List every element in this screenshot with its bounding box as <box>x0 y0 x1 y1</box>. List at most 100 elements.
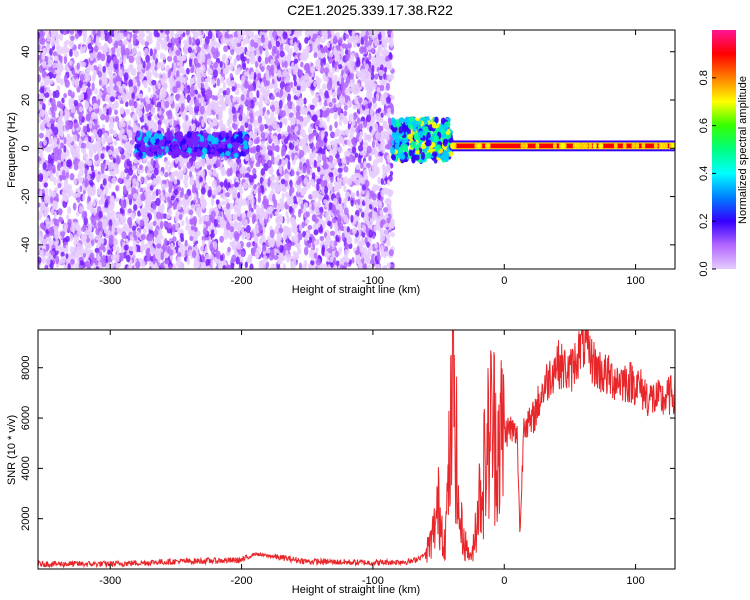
spectrogram-cell <box>215 265 219 269</box>
spectrogram-cell <box>285 74 291 84</box>
spectrogram-cell <box>291 105 296 113</box>
spectrogram-cell <box>333 35 338 45</box>
spectrogram-cell <box>327 70 332 79</box>
spectrogram-cell <box>345 75 351 84</box>
spectrogram-cell <box>74 32 80 39</box>
spectrogram-cell <box>102 254 107 261</box>
spectrogram-cell <box>376 86 381 93</box>
spectrogram-cell <box>263 112 269 121</box>
spectrogram-cell <box>142 227 147 234</box>
spectrogram-cell <box>374 38 380 47</box>
spectrogram-cell <box>255 144 261 153</box>
spectrogram-cell <box>124 168 129 174</box>
spectrogram-cell <box>169 118 173 126</box>
spectrogram-cell <box>89 252 95 259</box>
spectrogram-cell <box>64 39 70 46</box>
spectrogram-cell <box>51 111 56 118</box>
spectrogram-cell <box>332 90 337 98</box>
spectrogram-cell <box>378 201 383 209</box>
spectrogram-cell <box>359 161 364 169</box>
spectrogram-cell <box>365 72 372 80</box>
spectrogram-cell <box>201 169 205 179</box>
spectrogram-cell <box>148 31 153 41</box>
spectrogram-cell <box>287 93 291 103</box>
spectrogram-cell <box>269 82 274 90</box>
spectrogram-cell <box>282 231 288 240</box>
spectrogram-cell <box>159 52 164 60</box>
spectrogram-cell <box>252 167 257 176</box>
spectrogram-cell <box>390 231 395 238</box>
spectrogram-cell <box>368 155 372 162</box>
spectrogram-cell <box>368 52 372 61</box>
spectrogram-cell <box>60 46 66 54</box>
spectrogram-cell <box>55 170 59 178</box>
spectrogram-cell <box>87 242 92 249</box>
spectrogram-cell <box>38 202 41 208</box>
spectrogram-cell <box>127 217 133 226</box>
spectrogram-cell <box>386 74 392 82</box>
spectrogram-cell <box>345 128 350 135</box>
spectrogram-cell <box>381 163 386 171</box>
spectrogram-cell <box>88 64 92 71</box>
spectrogram-cell <box>335 192 341 200</box>
spectrogram-cell <box>350 192 356 198</box>
spectrogram-cell <box>322 73 327 82</box>
spectrogram-cell <box>262 30 268 33</box>
spectrogram-cell <box>169 76 175 86</box>
spectrogram-cell <box>309 178 315 185</box>
spectrogram-cell <box>389 170 394 177</box>
spectrogram-cell <box>166 222 172 230</box>
spectrogram-cell <box>236 83 241 89</box>
spectrogram-cell <box>230 262 235 269</box>
spectrogram-cell <box>344 33 349 39</box>
spectrogram-cell <box>140 176 145 183</box>
spectrogram-cell <box>140 97 144 103</box>
spectrogram-cell <box>172 85 178 94</box>
spectrogram-cell <box>193 192 197 201</box>
spectrogram-cell <box>134 30 139 34</box>
spectrogram-cell <box>301 84 307 90</box>
spectrogram-cell <box>97 261 102 268</box>
spectrogram-cell <box>271 71 275 77</box>
spectrogram-cell <box>374 166 380 172</box>
spectrogram-cell <box>286 100 293 109</box>
spectrogram-cell <box>382 120 388 129</box>
spectrogram-cell <box>133 204 138 211</box>
spectrogram-cell <box>379 233 386 242</box>
spectrogram-cell <box>96 146 102 155</box>
spectrogram-cell <box>371 55 376 63</box>
spectrogram-cell <box>327 30 331 36</box>
spectrogram-cell <box>94 87 99 95</box>
spectrogram-cell <box>160 61 165 71</box>
spectrogram-cell <box>252 119 258 127</box>
spectrogram-cell <box>225 198 230 204</box>
spectrogram-cell <box>379 209 384 216</box>
spectrogram-cell <box>185 199 190 207</box>
spectrogram-cell <box>143 176 148 185</box>
spectrogram-cell <box>360 30 365 35</box>
spectrogram-cell <box>367 79 372 88</box>
spectrogram-cell <box>298 42 302 51</box>
spectrogram-cell <box>212 61 218 69</box>
spectrogram-cell <box>38 117 42 124</box>
spectrogram-cell <box>326 41 331 48</box>
spectrogram-cell <box>300 61 304 68</box>
spectrogram-cell <box>73 162 79 171</box>
spectrogram-cell <box>38 224 41 234</box>
spectrogram-cell <box>303 202 309 209</box>
spectrogram-cell <box>386 262 391 268</box>
spectrogram-cell <box>86 237 90 243</box>
spectrogram-cell <box>366 134 372 143</box>
spectrogram-cell <box>167 55 173 62</box>
spectrogram-cell <box>149 222 154 231</box>
spectrogram-cell <box>279 197 284 204</box>
spectrogram-cell <box>150 106 156 116</box>
spectrogram-cell <box>130 212 136 220</box>
spectrogram-cell <box>142 156 146 164</box>
spectrogram-cell <box>221 30 225 36</box>
spectrogram-cell <box>369 170 375 177</box>
spectrogram-cell <box>380 94 386 104</box>
spectrogram-cell <box>215 42 221 49</box>
spectrogram-cell <box>47 236 53 244</box>
spectrogram-cell <box>153 48 157 55</box>
